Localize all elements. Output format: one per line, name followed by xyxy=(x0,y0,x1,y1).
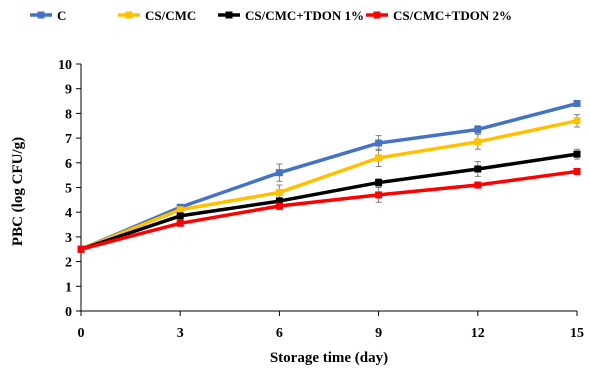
data-point xyxy=(375,139,383,147)
data-point xyxy=(573,167,581,175)
data-point xyxy=(573,117,581,125)
data-point xyxy=(176,206,184,214)
y-tick-label: 3 xyxy=(65,231,72,246)
legend-entry-label: CS/CMC+TDON 1% xyxy=(245,8,364,23)
data-point xyxy=(375,154,383,162)
data-point xyxy=(573,150,581,158)
legend: C CS/CMC CS/CMC+TDON 1% CS/CMC+TDON 2% xyxy=(30,8,512,23)
y-tick-label: 0 xyxy=(65,305,72,320)
data-point xyxy=(375,179,383,187)
data-point xyxy=(176,212,184,220)
legend-swatch-marker xyxy=(37,11,45,19)
data-point xyxy=(275,169,283,177)
x-axis-title: Storage time (day) xyxy=(270,350,388,366)
x-tick-label: 15 xyxy=(570,326,584,341)
series-line-0 xyxy=(80,101,578,251)
y-tick-label: 5 xyxy=(65,182,72,197)
y-tick-label: 10 xyxy=(58,58,72,73)
y-tick-label: 6 xyxy=(65,157,72,172)
y-tick-label: 4 xyxy=(65,206,72,221)
x-tick-label: 3 xyxy=(177,326,184,341)
series-line-2 xyxy=(80,152,578,251)
x-tick-label: 6 xyxy=(276,326,283,341)
data-point xyxy=(77,245,85,253)
y-tick-label: 8 xyxy=(65,107,72,122)
x-tick-label: 12 xyxy=(471,326,485,341)
legend-swatch-marker xyxy=(225,11,233,19)
data-point xyxy=(375,191,383,199)
x-tick-label: 9 xyxy=(375,326,382,341)
data-point xyxy=(474,138,482,146)
y-tick-label: 2 xyxy=(65,256,72,271)
data-point xyxy=(573,100,581,108)
series-line-1 xyxy=(80,119,578,251)
series-lines xyxy=(77,100,581,253)
data-point xyxy=(474,181,482,189)
data-point xyxy=(474,125,482,133)
x-tick-label: 0 xyxy=(78,326,85,341)
legend-entry-label: C xyxy=(57,8,66,23)
series-line-3 xyxy=(80,169,578,251)
data-point xyxy=(275,202,283,210)
legend-entry-label: CS/CMC xyxy=(145,8,196,23)
data-point xyxy=(176,219,184,227)
legend-swatch-marker xyxy=(125,11,133,19)
legend-swatch-marker xyxy=(373,11,381,19)
data-point xyxy=(275,197,283,205)
legend-entry-label: CS/CMC+TDON 2% xyxy=(393,8,512,23)
data-point xyxy=(275,188,283,196)
y-tick-label: 9 xyxy=(65,83,72,98)
y-axis-title: PBC (log CFU/g) xyxy=(10,137,26,246)
data-point xyxy=(474,165,482,173)
y-tick-label: 7 xyxy=(65,132,72,147)
y-tick-label: 1 xyxy=(65,280,72,295)
